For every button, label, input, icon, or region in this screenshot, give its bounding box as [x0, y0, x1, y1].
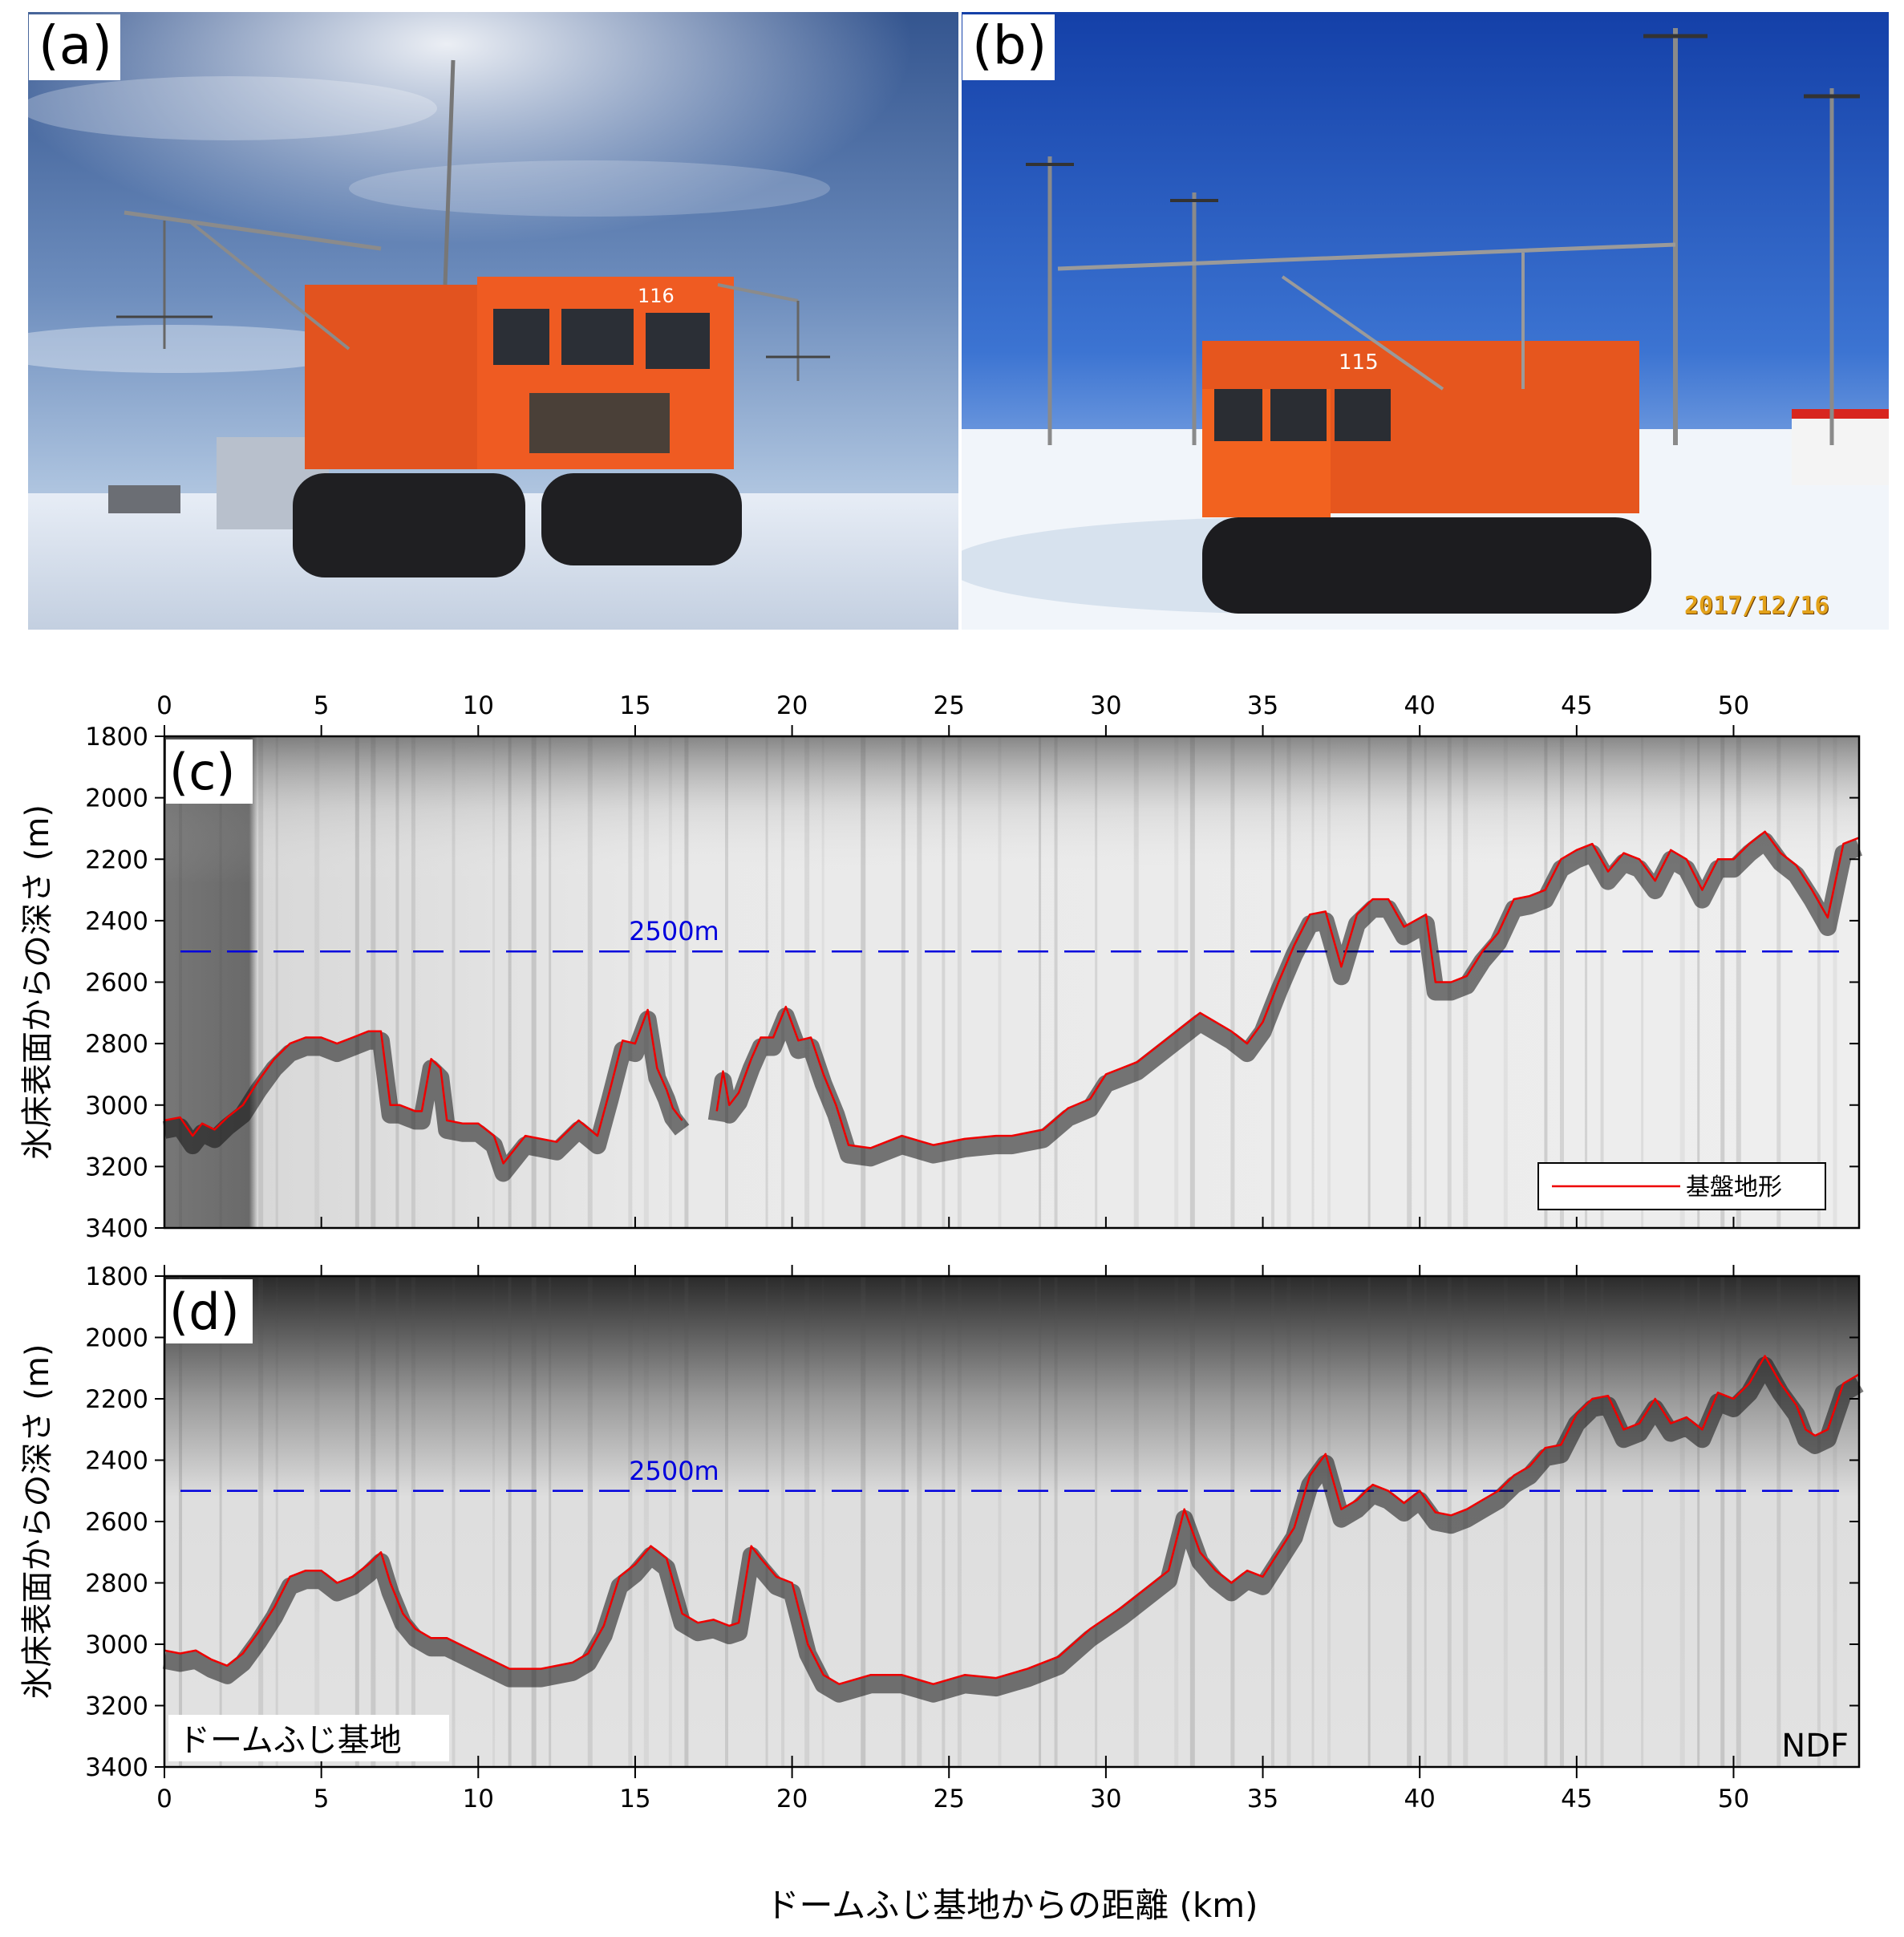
chart-panel-c: 2500m 0 5 10 15 20 25 30 35 40 45 50 1800 2000 2200 2… — [19, 691, 1863, 1243]
bed-echo-band — [162, 1011, 690, 1182]
bed-echo-band — [707, 832, 1863, 1167]
y-tick-label: 1800 — [85, 723, 148, 752]
y-tick-label: 2400 — [85, 907, 148, 936]
legend-entry-bed: 基盤地形 — [1686, 1173, 1782, 1202]
x-tick-label: 45 — [1561, 1785, 1592, 1813]
x-tick-label: 15 — [619, 691, 650, 720]
panel-label-a: (a) — [29, 14, 120, 80]
series-bed-topography-segment-0 — [164, 1355, 1860, 1685]
x-tick-label: 30 — [1090, 691, 1121, 720]
y-tick-label: 3400 — [85, 1753, 148, 1782]
x-tick-label: 25 — [934, 1785, 965, 1813]
x-tick-label: 50 — [1718, 1785, 1749, 1813]
x-tick-label: 50 — [1718, 691, 1749, 720]
y-tick-label: 2400 — [85, 1447, 148, 1476]
y-tick-label: 2000 — [85, 784, 148, 813]
y-axis-label-d: 氷床表面からの深さ (m) — [19, 1344, 56, 1700]
y-tick-label: 2200 — [85, 1385, 148, 1414]
y-axis-label-c: 氷床表面からの深さ (m) — [19, 804, 56, 1160]
chart-panel-d: 2500m 0 5 10 15 20 25 30 35 40 45 50 1800 2000 2200 2… — [19, 1262, 1864, 1925]
series-bed-topography-segment-1 — [715, 830, 1860, 1149]
y-tick-label: 2200 — [85, 845, 148, 874]
panel-label-b: (b) — [962, 14, 1055, 80]
x-tick-label: 20 — [776, 1785, 808, 1813]
y-tick-label: 2600 — [85, 1508, 148, 1537]
bed-echo-band — [162, 1356, 1864, 1703]
date-stamp: 2017/12/16 — [1684, 592, 1829, 620]
reference-label-d: 2500m — [629, 1456, 719, 1486]
x-tick-label: 40 — [1404, 691, 1435, 720]
y-tick-label: 3000 — [85, 1092, 148, 1120]
panel-label-c: (c) — [169, 743, 235, 801]
annotation-dome-fuji-station: ドームふじ基地 — [178, 1722, 402, 1759]
y-tick-label: 3000 — [85, 1631, 148, 1659]
panel-label-d: (d) — [169, 1283, 240, 1341]
photo-b-snow-vehicle-115: 115 — [962, 12, 1889, 630]
legend-c: 基盤地形 — [1537, 1162, 1826, 1210]
x-tick-label: 15 — [619, 1785, 650, 1813]
x-tick-label: 25 — [934, 691, 965, 720]
photo-a-snow-vehicle-116: 116 — [28, 12, 958, 630]
vehicle-number-115: 115 — [1339, 351, 1379, 375]
y-tick-label: 3200 — [85, 1153, 148, 1181]
y-tick-label: 2800 — [85, 1570, 148, 1599]
x-tick-label: 5 — [314, 691, 330, 720]
x-tick-label: 20 — [776, 691, 808, 720]
x-tick-label: 40 — [1404, 1785, 1435, 1813]
vehicle-number-116: 116 — [638, 285, 675, 307]
x-axis-label: ドームふじ基地からの距離 (km) — [765, 1886, 1258, 1925]
echogram-d — [164, 1276, 1859, 1767]
y-tick-label: 1800 — [85, 1262, 148, 1291]
annotation-base-bg — [168, 1715, 449, 1761]
series-bed-topography-segment-0 — [164, 1008, 683, 1165]
y-tick-label: 2000 — [85, 1324, 148, 1353]
y-tick-label: 3400 — [85, 1214, 148, 1243]
panel-label-c-bg — [166, 740, 253, 804]
annotation-ndf: NDF — [1781, 1728, 1849, 1765]
x-tick-label: 30 — [1090, 1785, 1121, 1813]
x-tick-label: 35 — [1247, 1785, 1278, 1813]
x-tick-label: 0 — [156, 691, 172, 720]
y-tick-label: 2800 — [85, 1030, 148, 1059]
panel-label-d-bg — [166, 1279, 253, 1343]
x-tick-label: 45 — [1561, 691, 1592, 720]
x-tick-label: 10 — [463, 1785, 494, 1813]
y-tick-label: 2600 — [85, 969, 148, 998]
y-tick-label: 3200 — [85, 1692, 148, 1721]
x-tick-label: 10 — [463, 691, 494, 720]
x-tick-label: 5 — [314, 1785, 330, 1813]
x-tick-label: 35 — [1247, 691, 1278, 720]
x-tick-label: 0 — [156, 1785, 172, 1813]
reference-label-c: 2500m — [629, 916, 719, 946]
